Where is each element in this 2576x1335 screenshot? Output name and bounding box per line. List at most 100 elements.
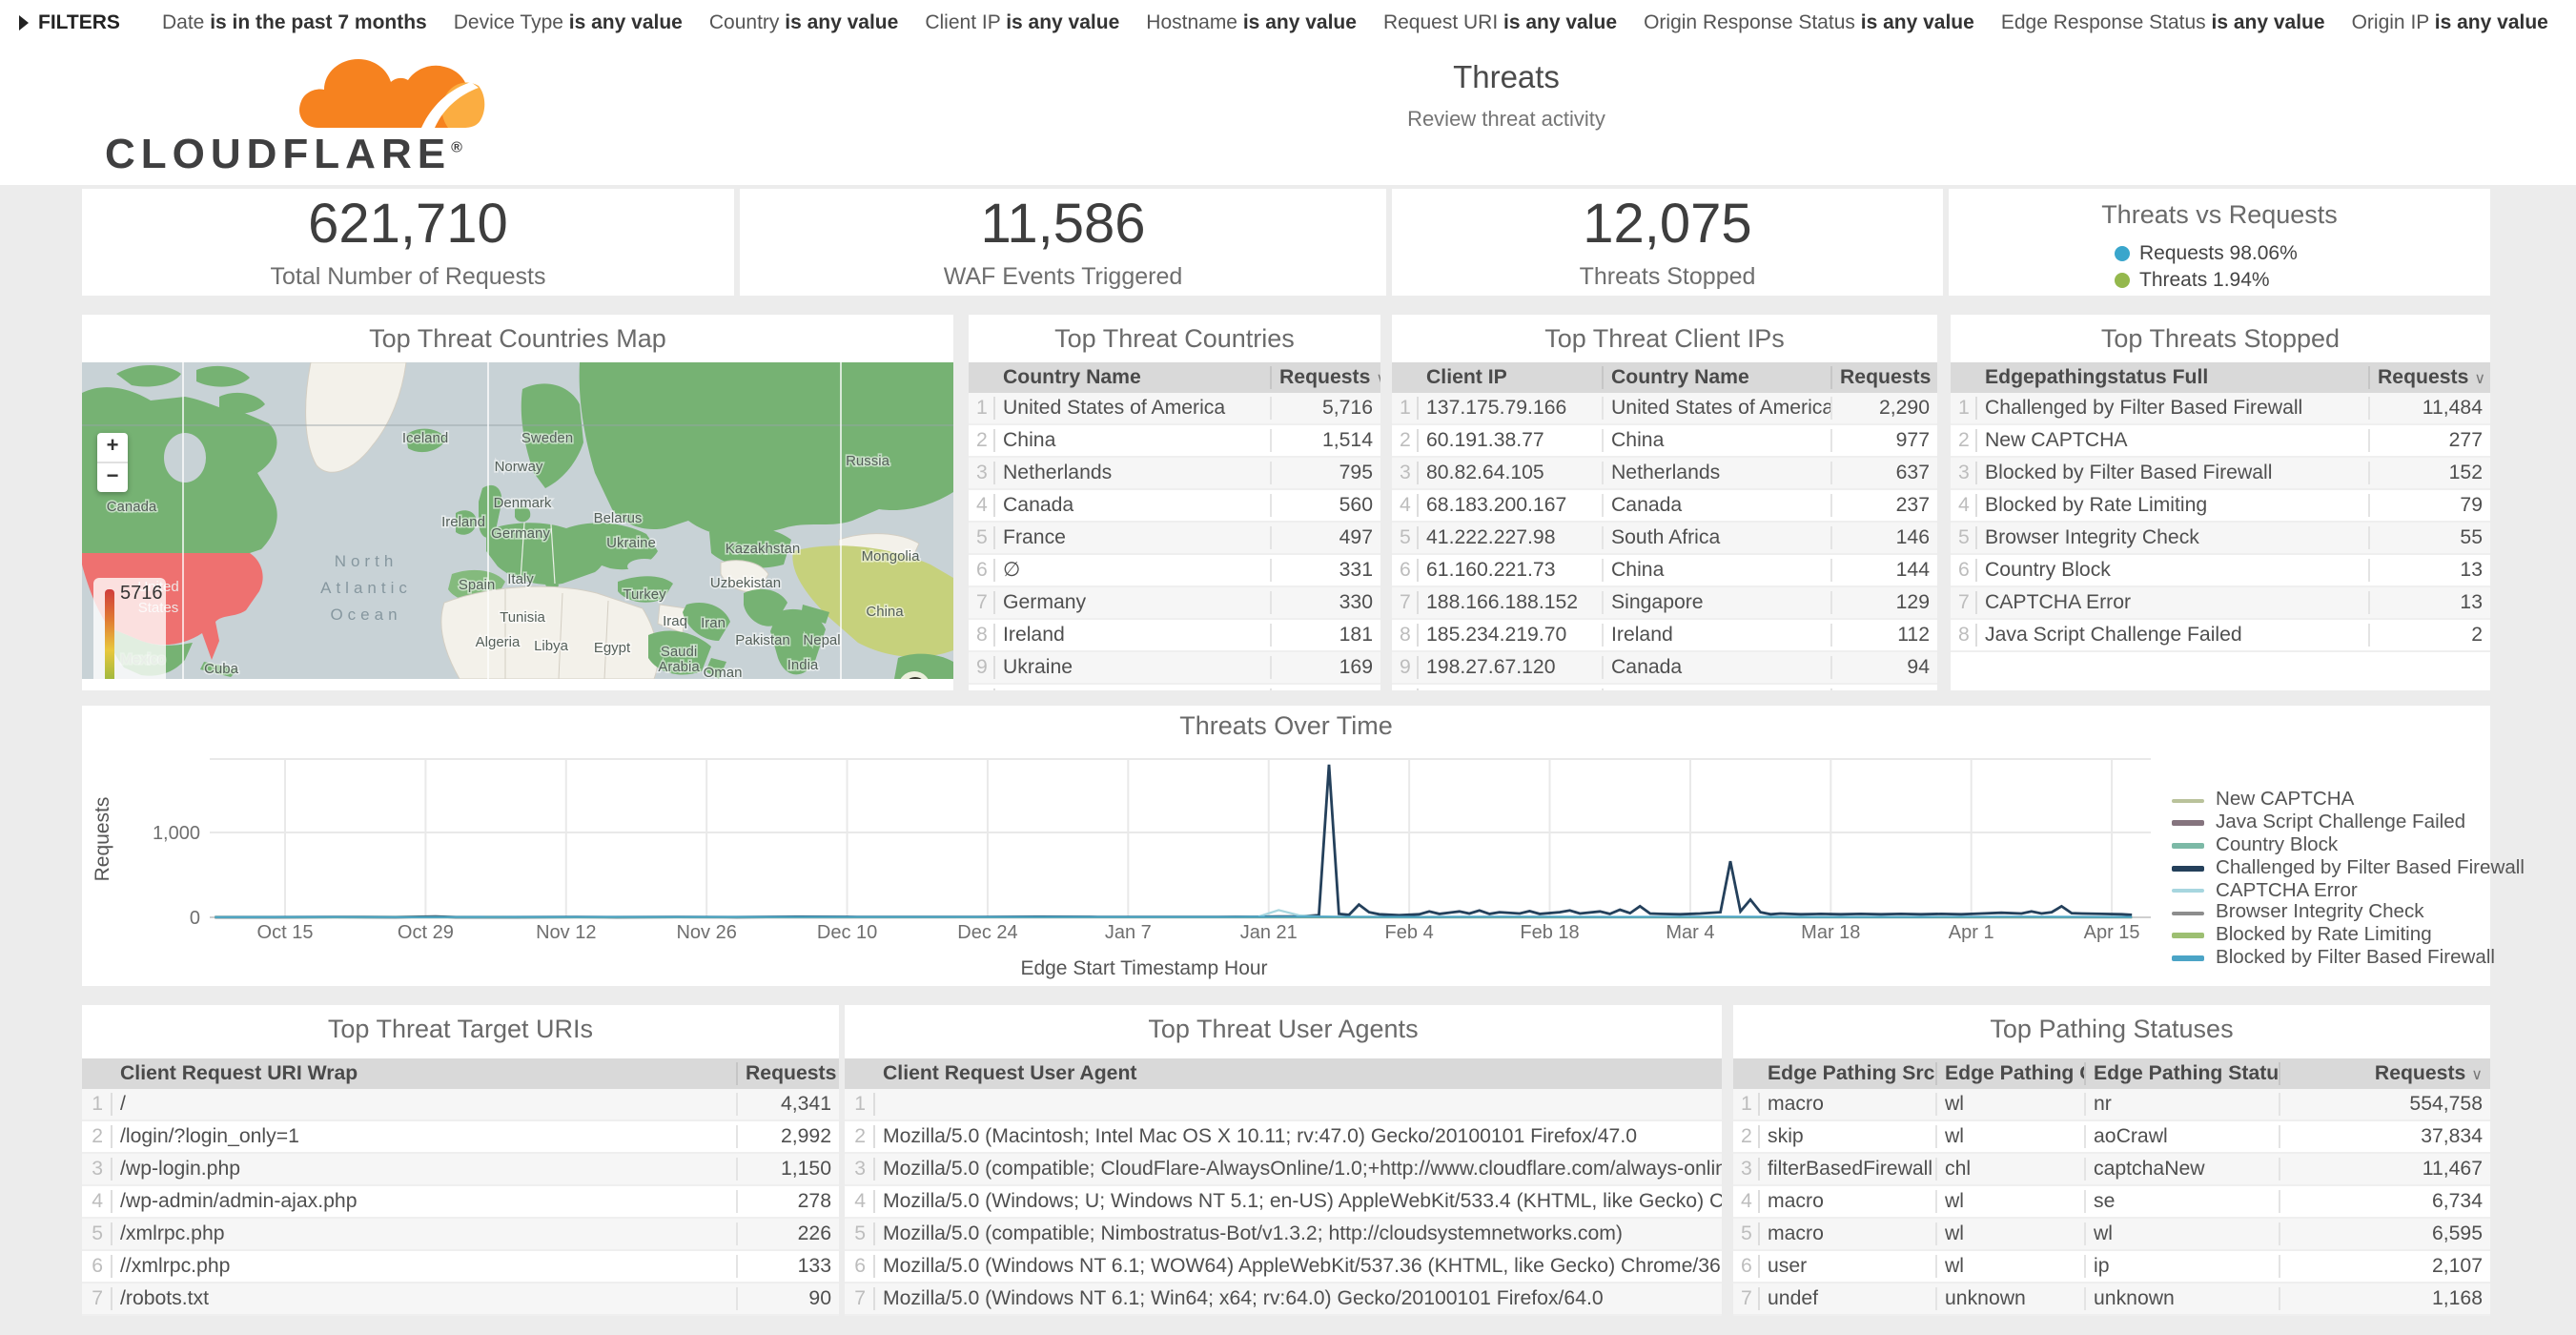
- table-row[interactable]: 5 Browser Integrity Check 55: [1951, 523, 2490, 555]
- map-country-label: Oman: [704, 665, 743, 679]
- filters-label: FILTERS: [38, 11, 120, 34]
- column-header[interactable]: Edge Pathing Src: [1768, 1062, 1935, 1085]
- filter-item[interactable]: Origin IP is any value: [2351, 11, 2548, 34]
- table-row[interactable]: 4 68.183.200.167 Canada 237: [1392, 490, 1937, 523]
- table-row[interactable]: 7 /robots.txt 90: [82, 1284, 839, 1316]
- legend-line-swatch-icon: [2172, 955, 2204, 961]
- table-body: 1 / 4,341 2 /login/?login_only=1 2,992 3…: [82, 1089, 839, 1316]
- table-row[interactable]: 2 Mozilla/5.0 (Macintosh; Intel Mac OS X…: [845, 1121, 1722, 1154]
- map-info-button[interactable]: i: [898, 671, 930, 679]
- table-row[interactable]: 5 /xmlrpc.php 226: [82, 1219, 839, 1251]
- table-row[interactable]: 1 Challenged by Filter Based Firewall 11…: [1951, 393, 2490, 425]
- filter-item[interactable]: User Agent is any value: [2575, 11, 2576, 34]
- filter-item[interactable]: Device Type is any value: [453, 11, 683, 34]
- table-row[interactable]: 3 Mozilla/5.0 (compatible; CloudFlare-Al…: [845, 1154, 1722, 1186]
- table-row[interactable]: 5 macro wl wl 6,595: [1733, 1219, 2490, 1251]
- table-row[interactable]: 2 60.191.38.77 China 977: [1392, 425, 1937, 458]
- table-row[interactable]: 2 China 1,514: [969, 425, 1380, 458]
- table-row[interactable]: 1 macro wl nr 554,758: [1733, 1089, 2490, 1121]
- table-row[interactable]: 6 Mozilla/5.0 (Windows NT 6.1; WOW64) Ap…: [845, 1251, 1722, 1284]
- filters-toggle-button[interactable]: FILTERS: [19, 11, 120, 34]
- table-row[interactable]: 6 user wl ip 2,107: [1733, 1251, 2490, 1284]
- table-row[interactable]: 3 Netherlands 795: [969, 458, 1380, 490]
- filter-items: Date is in the past 7 months Device Type…: [162, 11, 2576, 34]
- legend-line-swatch-icon: [2172, 798, 2204, 804]
- table-row[interactable]: 5 France 497: [969, 523, 1380, 555]
- map-zoom-out-button[interactable]: −: [106, 465, 119, 488]
- table-row[interactable]: 6 ∅ 331: [969, 555, 1380, 587]
- table-row[interactable]: 6 61.160.221.73 China 144: [1392, 555, 1937, 587]
- table-row[interactable]: 8 Java Script Challenge Failed 2: [1951, 620, 2490, 652]
- column-header[interactable]: Edge Pathing Status: [2084, 1062, 2279, 1085]
- threat-map[interactable]: CanadaUnitedStatesMexicoCubaIcelandIrela…: [82, 362, 953, 679]
- table-row[interactable]: 9 Ukraine 169: [969, 652, 1380, 685]
- filter-item[interactable]: Origin Response Status is any value: [1644, 11, 1974, 34]
- table-row[interactable]: 3 80.82.64.105 Netherlands 637: [1392, 458, 1937, 490]
- table-row[interactable]: 1: [845, 1089, 1722, 1121]
- table-row[interactable]: 2 skip wl aoCrawl 37,834: [1733, 1121, 2490, 1154]
- table-row[interactable]: 2 /login/?login_only=1 2,992: [82, 1121, 839, 1154]
- column-header-sortable[interactable]: Requests∨: [2368, 366, 2490, 389]
- map-zoom-control: + −: [97, 433, 128, 492]
- table-row[interactable]: 3 /wp-login.php 1,150: [82, 1154, 839, 1186]
- table-row[interactable]: 6 //xmlrpc.php 133: [82, 1251, 839, 1284]
- column-header-sortable[interactable]: Requests∨: [736, 1062, 839, 1085]
- column-header[interactable]: Country Name: [1602, 366, 1830, 389]
- table-row[interactable]: 1 United States of America 5,716: [969, 393, 1380, 425]
- top-threats-stopped-panel: Top Threats Stopped Edgepathingstatus Fu…: [1951, 315, 2490, 690]
- table-body: 1 macro wl nr 554,758 2 skip wl aoCrawl …: [1733, 1089, 2490, 1316]
- table-row[interactable]: 5 41.222.227.98 South Africa 146: [1392, 523, 1937, 555]
- table-row[interactable]: 5 Mozilla/5.0 (compatible; Nimbostratus-…: [845, 1219, 1722, 1251]
- stat-card-threats-vs-requests: Threats vs Requests Requests 98.06% Thre…: [1949, 189, 2490, 296]
- table-row[interactable]: 9 198.27.67.120 Canada 94: [1392, 652, 1937, 685]
- filter-item[interactable]: Client IP is any value: [925, 11, 1120, 34]
- table-row[interactable]: 10 61.160.247.127 China 88: [1392, 685, 1937, 690]
- table-row[interactable]: 4 Mozilla/5.0 (Windows; U; Windows NT 5.…: [845, 1186, 1722, 1219]
- table-row[interactable]: 6 Country Block 13: [1951, 555, 2490, 587]
- svg-text:Mar 18: Mar 18: [1801, 922, 1860, 943]
- map-country-label: Atlantic: [320, 579, 412, 597]
- column-header[interactable]: Edge Pathing Op: [1935, 1062, 2084, 1085]
- table-row[interactable]: 7 CAPTCHA Error 13: [1951, 587, 2490, 620]
- column-header[interactable]: Edgepathingstatus Full: [1985, 366, 2209, 389]
- column-header-sortable[interactable]: Requests∨: [1830, 366, 1937, 389]
- table-row[interactable]: 10 Singapore 152: [969, 685, 1380, 690]
- table-row[interactable]: 3 Blocked by Filter Based Firewall 152: [1951, 458, 2490, 490]
- filter-item[interactable]: Edge Response Status is any value: [2000, 11, 2325, 34]
- column-header-sortable[interactable]: Requests∨: [2279, 1062, 2490, 1085]
- table-row[interactable]: 1 137.175.79.166 United States of Americ…: [1392, 393, 1937, 425]
- table-row[interactable]: 4 /wp-admin/admin-ajax.php 278: [82, 1186, 839, 1219]
- table-row[interactable]: 8 185.234.219.70 Ireland 112: [1392, 620, 1937, 652]
- world-map-canvas[interactable]: CanadaUnitedStatesMexicoCubaIcelandIrela…: [82, 362, 953, 679]
- column-header[interactable]: Client Request User Agent: [883, 1062, 1137, 1085]
- table-body: 1 Challenged by Filter Based Firewall 11…: [1951, 393, 2490, 690]
- table-row[interactable]: 7 188.166.188.152 Singapore 129: [1392, 587, 1937, 620]
- table-row[interactable]: 8 Ireland 181: [969, 620, 1380, 652]
- table-row[interactable]: 7 undef unknown unknown 1,168: [1733, 1284, 2490, 1316]
- clipped-requests-column: [1712, 1058, 1722, 1089]
- map-country-label: Iran: [701, 615, 726, 631]
- chart-legend-item: Java Script Challenge Failed: [2172, 812, 2525, 835]
- filter-item[interactable]: Date is in the past 7 months: [161, 11, 427, 34]
- table-row[interactable]: 4 Blocked by Rate Limiting 79: [1951, 490, 2490, 523]
- column-header[interactable]: Country Name: [1003, 366, 1141, 389]
- column-header-sortable[interactable]: Requests∨: [1270, 366, 1380, 389]
- filter-item[interactable]: Request URI is any value: [1382, 11, 1618, 34]
- table-row[interactable]: 3 filterBasedFirewall chl captchaNew 11,…: [1733, 1154, 2490, 1186]
- table-row[interactable]: 7 Germany 330: [969, 587, 1380, 620]
- legend-dot-icon: [2115, 273, 2130, 288]
- column-header[interactable]: Client IP: [1426, 366, 1507, 389]
- table-row[interactable]: 2 New CAPTCHA 277: [1951, 425, 2490, 458]
- table-row[interactable]: 4 Canada 560: [969, 490, 1380, 523]
- table-body: 1 United States of America 5,716 2 China…: [969, 393, 1380, 690]
- filter-item[interactable]: Country is any value: [708, 11, 899, 34]
- column-header[interactable]: Client Request URI Wrap: [120, 1062, 358, 1085]
- svg-text:0: 0: [190, 908, 200, 929]
- filter-item[interactable]: Hostname is any value: [1146, 11, 1357, 34]
- legend-line-swatch-icon: [2172, 820, 2204, 826]
- map-zoom-in-button[interactable]: +: [97, 433, 128, 463]
- table-row[interactable]: 1 / 4,341: [82, 1089, 839, 1121]
- table-row[interactable]: 7 Mozilla/5.0 (Windows NT 6.1; Win64; x6…: [845, 1284, 1722, 1316]
- table-row[interactable]: 4 macro wl se 6,734: [1733, 1186, 2490, 1219]
- top-pathing-statuses-panel: Top Pathing Statuses Edge Pathing Src Ed…: [1733, 1005, 2490, 1316]
